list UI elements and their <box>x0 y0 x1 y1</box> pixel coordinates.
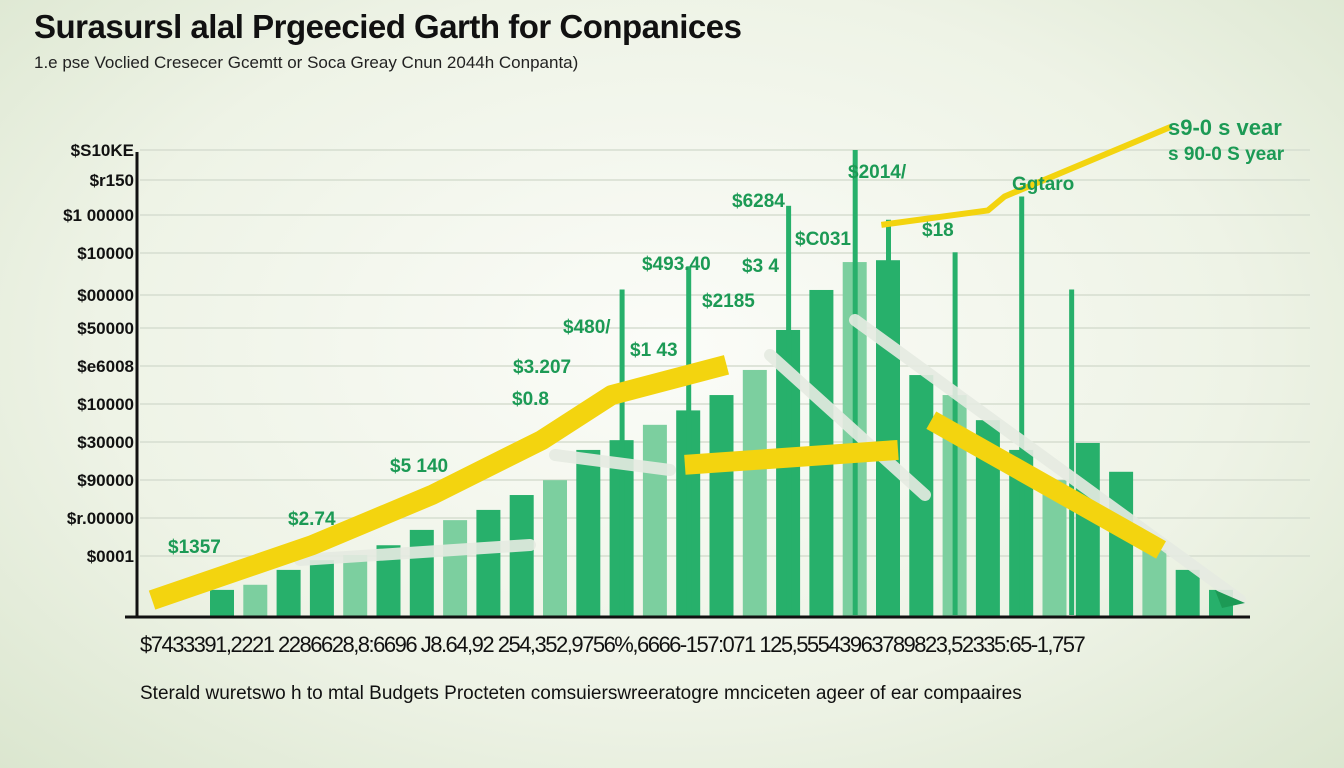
trend-line <box>880 123 1173 228</box>
data-label: $2014/ <box>848 162 907 183</box>
bar <box>1142 549 1167 617</box>
y-tick-label: $30000 <box>77 433 134 452</box>
data-label: $3 4 <box>742 256 779 277</box>
data-label: $2.74 <box>288 509 336 530</box>
trend-arrow <box>849 314 1246 606</box>
y-tick-label: $1 00000 <box>63 206 134 225</box>
chart-subtitle: 1.e pse Voclied Cresecer Gcemtt or Soca … <box>34 53 579 72</box>
data-label: $1357 <box>168 537 221 558</box>
bar-spike <box>686 266 692 615</box>
bar-spike <box>886 219 891 615</box>
data-label: $3.207 <box>513 357 571 378</box>
y-tick-label: $90000 <box>77 471 134 490</box>
x-axis-label: Sterald wuretswo h to mtal Budgets Proct… <box>140 683 1022 704</box>
bar <box>210 589 234 617</box>
bar <box>1109 471 1134 617</box>
y-tick-label: $10000 <box>77 244 134 263</box>
bar <box>742 369 767 617</box>
data-label: $2185 <box>702 291 755 312</box>
trend-line <box>926 411 1166 559</box>
data-label: $0.8 <box>512 389 549 410</box>
bar <box>243 584 268 617</box>
data-label: Ggtaro <box>1012 174 1074 195</box>
y-tick-label: $e6008 <box>77 357 134 376</box>
y-tick-label: $r.00000 <box>67 509 134 528</box>
data-label: $18 <box>922 220 954 241</box>
bar <box>476 509 501 617</box>
y-tick-label: $00000 <box>77 286 134 305</box>
trend-arrow <box>764 349 931 501</box>
y-tick-label: $0001 <box>87 547 134 566</box>
trend-line <box>148 355 730 610</box>
data-label: $493.40 <box>642 254 711 275</box>
y-tick-label: $S10KE <box>71 141 134 160</box>
bar-spike <box>1069 289 1075 615</box>
bar <box>642 424 667 617</box>
bar <box>409 529 434 617</box>
trend-line <box>684 439 899 475</box>
trend-arrow <box>549 449 676 476</box>
bar-spike <box>786 205 792 616</box>
legend-label: s9-0 s vear <box>1168 115 1282 140</box>
bar <box>576 449 601 617</box>
trend-arrow <box>294 539 536 566</box>
data-label: $C031 <box>795 229 851 250</box>
bar <box>443 520 468 617</box>
y-tick-label: $10000 <box>77 395 134 414</box>
bar <box>1175 569 1200 617</box>
data-label: $5 140 <box>390 456 448 477</box>
data-label: $480/ <box>563 317 611 338</box>
data-label: $6284 <box>732 191 785 212</box>
bar <box>509 495 534 617</box>
bar <box>543 480 567 617</box>
chart-title: Surasursl alal Prgeecied Garth for Conpa… <box>34 8 742 45</box>
data-label: $1 43 <box>630 340 678 361</box>
bar <box>309 560 334 617</box>
x-tick-labels: $7433391,2221 2286628,8:6696 J8.64,92 25… <box>140 632 1086 657</box>
y-tick-label: $50000 <box>77 319 134 338</box>
data-label: s 90-0 S year <box>1168 144 1285 165</box>
bar-spike <box>1019 196 1025 615</box>
bar <box>276 569 301 617</box>
bar-spike <box>619 289 625 615</box>
bar-spike <box>852 150 858 615</box>
bar <box>709 395 734 617</box>
arrow-head <box>1215 590 1245 608</box>
bar <box>1075 442 1100 617</box>
bar <box>343 555 368 617</box>
y-tick-label: $r150 <box>90 171 134 190</box>
